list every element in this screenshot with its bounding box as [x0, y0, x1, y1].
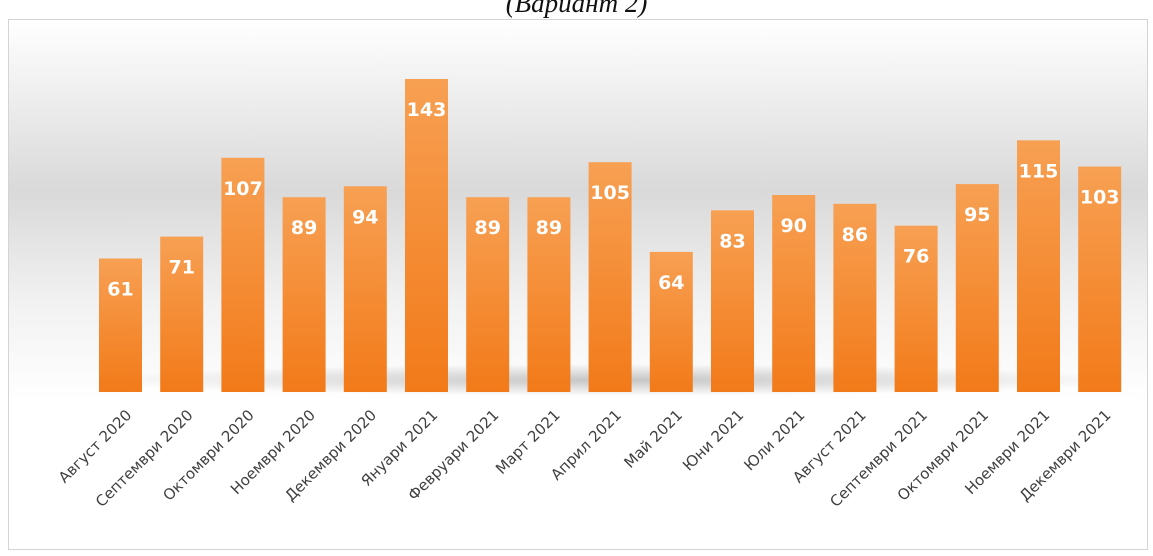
bar: [772, 195, 816, 392]
x-tick-label: Май 2021: [620, 406, 686, 472]
bar: [955, 184, 999, 392]
data-label: 95: [964, 204, 990, 226]
data-label: 89: [536, 217, 562, 239]
data-label: 64: [658, 272, 684, 294]
data-label: 76: [903, 246, 929, 268]
bar: [282, 197, 326, 392]
bar: [588, 162, 632, 392]
bar: [711, 210, 754, 392]
bar: [99, 258, 142, 392]
data-label: 143: [407, 99, 447, 121]
bar: [527, 197, 571, 392]
data-label: 71: [168, 257, 194, 279]
data-label: 107: [223, 178, 263, 200]
bar: [649, 251, 693, 392]
data-label: 105: [590, 182, 630, 204]
bar: [343, 186, 387, 392]
bar: [160, 236, 204, 392]
data-label: 61: [107, 279, 133, 301]
bar: [221, 157, 265, 392]
data-label: 103: [1080, 187, 1120, 209]
data-label: 94: [352, 206, 378, 228]
data-label: 90: [780, 215, 806, 237]
data-label: 115: [1019, 160, 1059, 182]
bar: [405, 79, 448, 392]
bar: [1017, 140, 1060, 392]
bar: [1078, 166, 1122, 392]
bar: [466, 197, 510, 392]
x-tick-label: Юни 2021: [679, 406, 747, 474]
data-label: 89: [474, 217, 500, 239]
chart-caption: (Вариант 2): [505, 0, 648, 18]
data-label: 89: [291, 217, 317, 239]
chart-area: 61 71 107 89 94 143 89 89 105 64 83 90 86 76 95 115 103 …: [8, 19, 1148, 550]
data-label: 83: [719, 230, 745, 252]
data-label: 86: [842, 224, 868, 246]
bar: [894, 225, 938, 392]
bar: [833, 203, 877, 392]
